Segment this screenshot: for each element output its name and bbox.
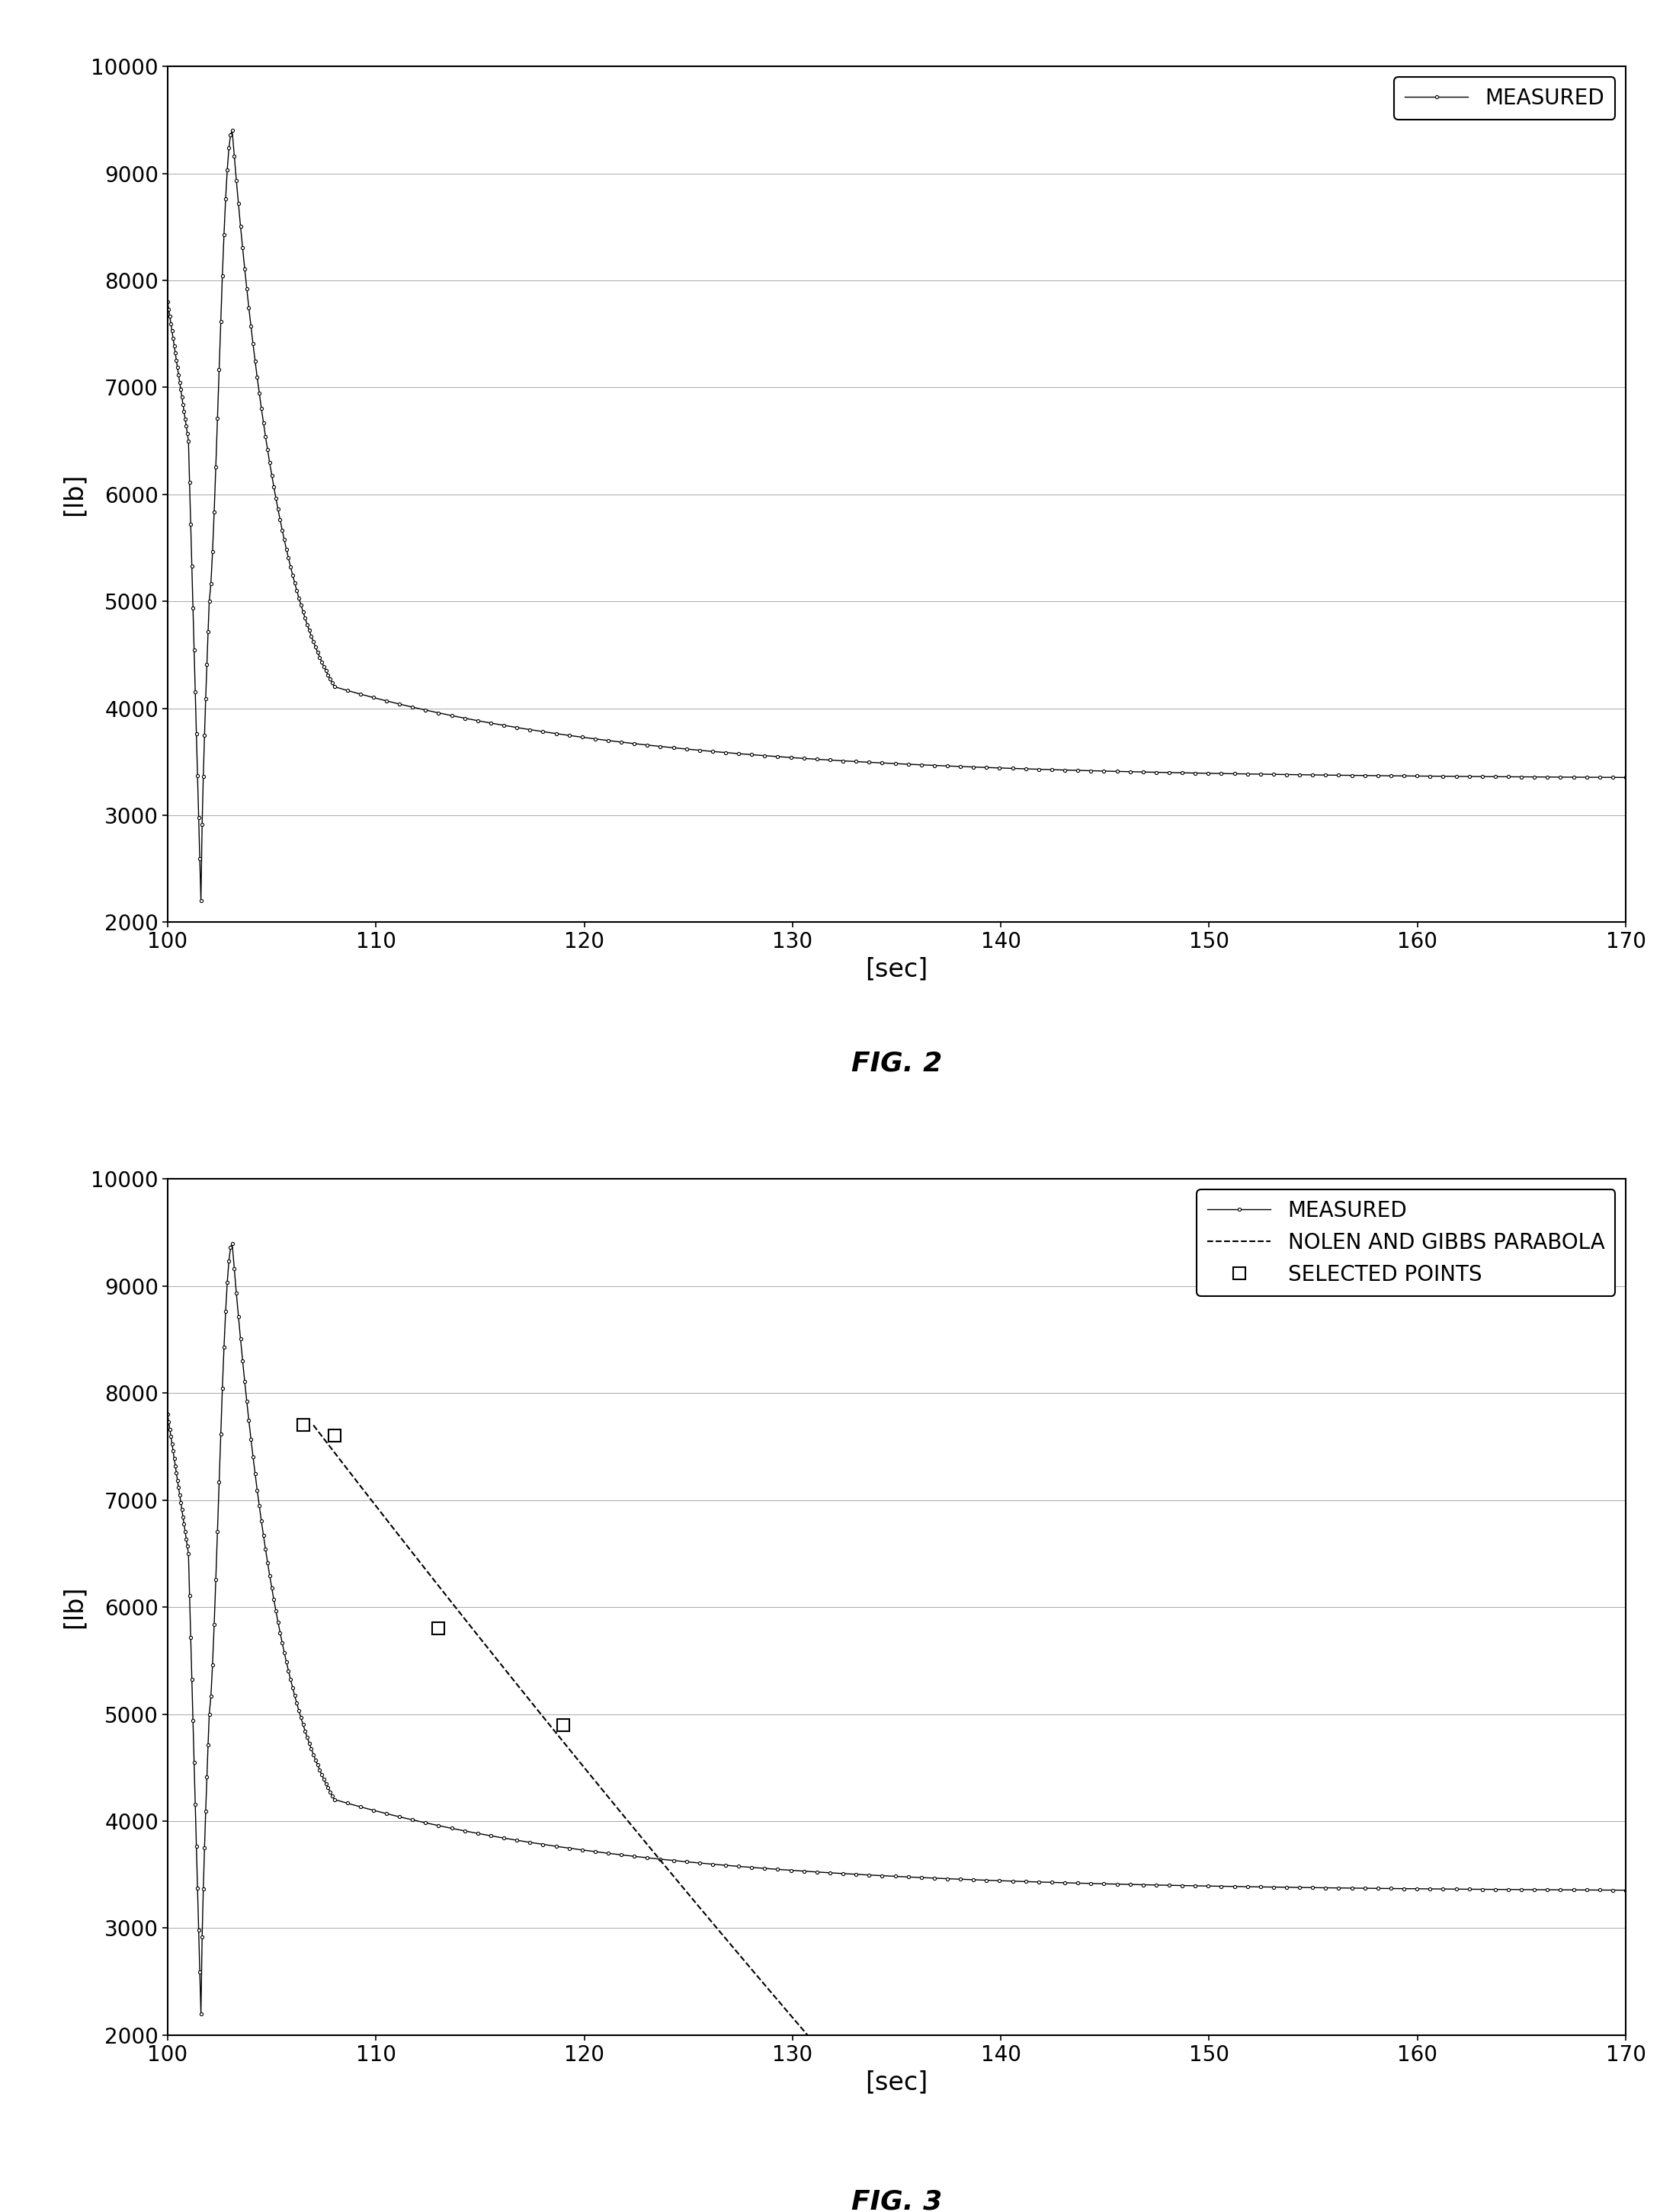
NOLEN AND GIBBS PARABOLA (313, 1425, 334, 1451)
Y-axis label: [lb]: [lb] (62, 1586, 87, 1628)
NOLEN AND GIBBS PARABOLA (334, 1451, 354, 1478)
MEASURED (231, 1325, 251, 1352)
Text: FIG. 2: FIG. 2 (851, 1051, 942, 1077)
MEASURED (1420, 1876, 1440, 1902)
MEASURED (223, 117, 243, 144)
X-axis label: [sec]: [sec] (865, 958, 929, 982)
MEASURED (171, 376, 191, 403)
NOLEN AND GIBBS PARABOLA (323, 1438, 344, 1464)
MEASURED (201, 571, 221, 597)
SELECTED POINTS (553, 1712, 573, 1739)
MEASURED (166, 347, 186, 374)
NOLEN AND GIBBS PARABOLA (610, 1798, 630, 1825)
NOLEN AND GIBBS PARABOLA (691, 1896, 711, 1922)
NOLEN AND GIBBS PARABOLA (763, 1980, 783, 2006)
NOLEN AND GIBBS PARABOLA (508, 1672, 528, 1699)
MEASURED (158, 1400, 178, 1427)
MEASURED (166, 1460, 186, 1486)
NOLEN AND GIBBS PARABOLA (783, 2004, 803, 2031)
NOLEN AND GIBBS PARABOLA (773, 1993, 793, 2020)
NOLEN AND GIBBS PARABOLA (385, 1517, 406, 1544)
Line: MEASURED: MEASURED (166, 1241, 1627, 2015)
MEASURED (1512, 763, 1532, 790)
MEASURED (231, 212, 251, 239)
NOLEN AND GIBBS PARABOLA (498, 1659, 518, 1686)
NOLEN AND GIBBS PARABOLA (518, 1683, 538, 1710)
Line: NOLEN AND GIBBS PARABOLA: NOLEN AND GIBBS PARABOLA (313, 1425, 813, 2042)
NOLEN AND GIBBS PARABOLA (793, 2017, 813, 2044)
Line: MEASURED: MEASURED (166, 128, 1627, 902)
MEASURED (191, 887, 211, 914)
NOLEN AND GIBBS PARABOLA (303, 1411, 323, 1438)
NOLEN AND GIBBS PARABOLA (416, 1557, 436, 1584)
NOLEN AND GIBBS PARABOLA (365, 1491, 385, 1517)
NOLEN AND GIBBS PARABOLA (396, 1531, 416, 1557)
NOLEN AND GIBBS PARABOLA (548, 1723, 568, 1750)
MEASURED (1616, 763, 1636, 790)
SELECTED POINTS (293, 1411, 313, 1438)
NOLEN AND GIBBS PARABOLA (650, 1847, 670, 1874)
NOLEN AND GIBBS PARABOLA (528, 1697, 548, 1723)
NOLEN AND GIBBS PARABOLA (670, 1871, 691, 1898)
NOLEN AND GIBBS PARABOLA (578, 1761, 598, 1787)
NOLEN AND GIBBS PARABOLA (680, 1885, 701, 1911)
NOLEN AND GIBBS PARABOLA (742, 1958, 763, 1984)
SELECTED POINTS (429, 1615, 449, 1641)
NOLEN AND GIBBS PARABOLA (426, 1568, 446, 1595)
NOLEN AND GIBBS PARABOLA (722, 1933, 742, 1960)
X-axis label: [sec]: [sec] (865, 2070, 929, 2095)
NOLEN AND GIBBS PARABOLA (588, 1772, 608, 1798)
MEASURED (1512, 1876, 1532, 1902)
NOLEN AND GIBBS PARABOLA (354, 1478, 374, 1504)
NOLEN AND GIBBS PARABOLA (701, 1909, 721, 1936)
NOLEN AND GIBBS PARABOLA (488, 1646, 508, 1672)
NOLEN AND GIBBS PARABOLA (344, 1464, 364, 1491)
MEASURED (201, 1683, 221, 1710)
Legend: MEASURED, NOLEN AND GIBBS PARABOLA, SELECTED POINTS: MEASURED, NOLEN AND GIBBS PARABOLA, SELE… (1197, 1190, 1616, 1296)
NOLEN AND GIBBS PARABOLA (732, 1944, 753, 1971)
NOLEN AND GIBBS PARABOLA (803, 2028, 823, 2055)
NOLEN AND GIBBS PARABOLA (456, 1608, 476, 1635)
MEASURED (191, 2000, 211, 2026)
NOLEN AND GIBBS PARABOLA (375, 1504, 396, 1531)
NOLEN AND GIBBS PARABOLA (600, 1785, 620, 1812)
NOLEN AND GIBBS PARABOLA (538, 1710, 558, 1736)
NOLEN AND GIBBS PARABOLA (660, 1860, 680, 1887)
NOLEN AND GIBBS PARABOLA (476, 1632, 496, 1659)
NOLEN AND GIBBS PARABOLA (753, 1969, 773, 1995)
MEASURED (171, 1489, 191, 1515)
MEASURED (158, 288, 178, 314)
Text: FIG. 3: FIG. 3 (851, 2190, 942, 2212)
Y-axis label: [lb]: [lb] (62, 473, 87, 515)
NOLEN AND GIBBS PARABOLA (711, 1920, 731, 1947)
MEASURED (1616, 1878, 1636, 1905)
NOLEN AND GIBBS PARABOLA (466, 1621, 486, 1648)
Line: SELECTED POINTS: SELECTED POINTS (297, 1418, 570, 1732)
MEASURED (223, 1230, 243, 1256)
NOLEN AND GIBBS PARABOLA (558, 1734, 578, 1761)
NOLEN AND GIBBS PARABOLA (446, 1595, 466, 1621)
NOLEN AND GIBBS PARABOLA (630, 1823, 650, 1849)
NOLEN AND GIBBS PARABOLA (406, 1544, 426, 1571)
NOLEN AND GIBBS PARABOLA (620, 1809, 640, 1836)
NOLEN AND GIBBS PARABOLA (568, 1747, 588, 1774)
MEASURED (1420, 763, 1440, 790)
SELECTED POINTS (323, 1422, 344, 1449)
NOLEN AND GIBBS PARABOLA (436, 1582, 456, 1608)
Legend: MEASURED: MEASURED (1394, 77, 1616, 119)
NOLEN AND GIBBS PARABOLA (640, 1834, 660, 1860)
